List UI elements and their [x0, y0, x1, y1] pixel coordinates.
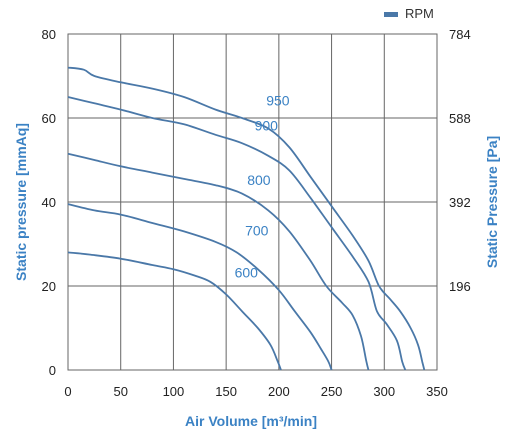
- y2-tick-label: 196: [449, 279, 471, 294]
- rpm-curve-label: 900: [255, 118, 279, 134]
- y2-tick-label: 588: [449, 111, 471, 126]
- y-tick-label: 0: [49, 363, 56, 378]
- y-tick-label: 60: [42, 111, 56, 126]
- x-tick-label: 100: [163, 384, 185, 399]
- rpm-curve-label: 700: [245, 223, 269, 239]
- y-tick-label: 80: [42, 27, 56, 42]
- y2-tick-label: 392: [449, 195, 471, 210]
- rpm-curve-label: 600: [235, 265, 259, 281]
- y-tick-label: 20: [42, 279, 56, 294]
- x-tick-label: 150: [215, 384, 237, 399]
- y-tick-label: 40: [42, 195, 56, 210]
- y2-tick-label: 784: [449, 27, 471, 42]
- plot-frame: [67, 33, 438, 371]
- x-tick-label: 200: [268, 384, 290, 399]
- rpm-curve-800: [67, 152, 370, 371]
- legend-swatch: [384, 12, 398, 17]
- legend-label: RPM: [405, 6, 434, 21]
- grid-lines: [67, 33, 438, 371]
- rpm-curve-label: 800: [247, 172, 271, 188]
- y-axis-ticks: 0 20 40 60 80: [42, 27, 56, 378]
- x-axis-ticks: 0 50 100 150 200 250 300 350: [64, 384, 447, 399]
- rpm-curve-600: [67, 251, 282, 371]
- y-axis-title: Static pressure [mmAq]: [13, 123, 29, 281]
- y2-axis-title: Static Pressure [Pa]: [484, 136, 500, 268]
- rpm-curve-900: [67, 96, 407, 371]
- y2-axis-ticks: 196 392 588 784: [449, 27, 471, 294]
- x-tick-label: 300: [373, 384, 395, 399]
- rpm-curve-700: [67, 203, 333, 371]
- x-tick-label: 350: [426, 384, 448, 399]
- rpm-curve-950: [67, 66, 426, 371]
- x-tick-label: 0: [64, 384, 71, 399]
- x-axis-title: Air Volume [m³/min]: [185, 413, 317, 429]
- curve-labels: 600 700 800 900 950: [235, 92, 290, 280]
- x-tick-label: 250: [321, 384, 343, 399]
- rpm-curves: [67, 66, 426, 371]
- x-tick-label: 50: [113, 384, 127, 399]
- rpm-curve-label: 950: [266, 92, 290, 108]
